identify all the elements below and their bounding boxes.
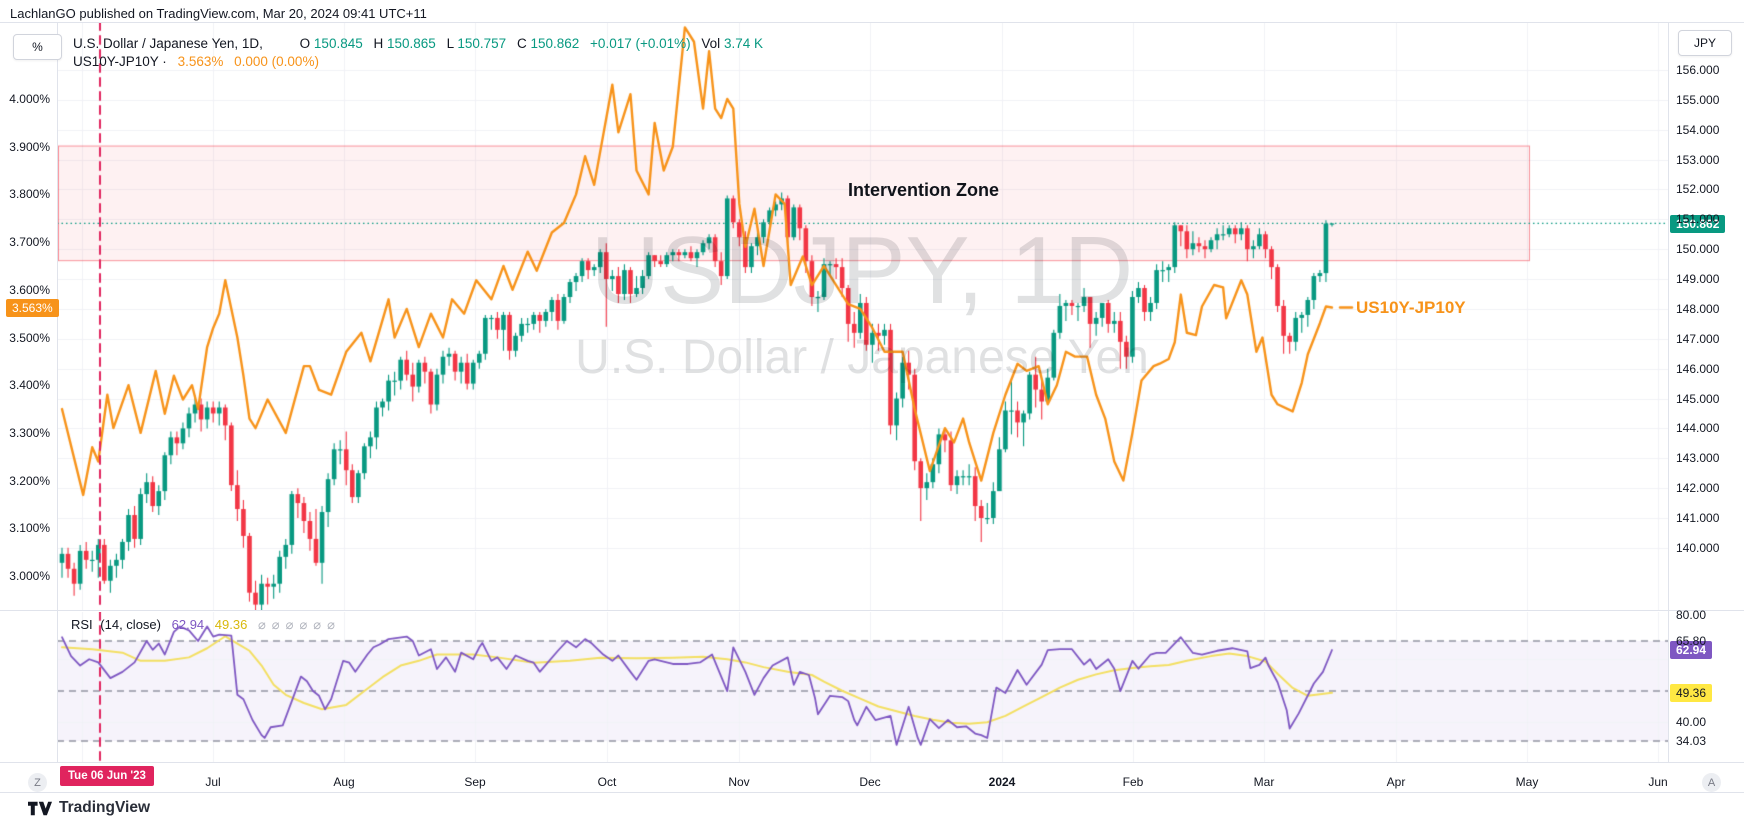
low-value: 150.757	[457, 36, 507, 51]
percent-scale-mode-button[interactable]: %	[13, 34, 62, 60]
price-tick: 150.000	[1676, 242, 1720, 257]
high-value: 150.865	[387, 36, 436, 51]
symbol-title: U.S. Dollar / Japanese Yen, 1D,	[73, 36, 263, 51]
spread-current-price-label: 3.563%	[6, 299, 59, 317]
close-label: C	[516, 36, 527, 51]
time-tick: Feb	[1122, 775, 1144, 789]
percent-tick: 3.000%	[9, 569, 50, 583]
symbol-legend-row[interactable]: U.S. Dollar / Japanese Yen, 1D, O 150.84…	[73, 36, 770, 51]
left-axis-border	[57, 22, 58, 762]
time-tick: May	[1515, 775, 1539, 789]
hidden-value-icon: ⌀	[313, 617, 322, 632]
spread-change: 0.000 (0.00%)	[234, 54, 319, 69]
hidden-value-icon: ⌀	[327, 617, 335, 632]
rsi-value: 62.94	[171, 617, 205, 632]
time-axis-bottom-border	[0, 792, 1744, 793]
percent-tick: 3.800%	[9, 187, 50, 202]
time-tick: Oct	[597, 775, 617, 789]
auto-scale-button[interactable]: A	[1702, 773, 1721, 792]
rsi-params: (14, close)	[100, 617, 161, 632]
pane-divider[interactable]	[0, 610, 1744, 611]
price-tick: 154.000	[1676, 122, 1720, 137]
open-label: O	[299, 36, 311, 51]
spread-value: 3.563%	[177, 54, 224, 69]
time-tick: 2024	[988, 775, 1016, 789]
price-tick: 153.000	[1676, 152, 1720, 167]
time-tick: Apr	[1386, 775, 1406, 789]
time-tick: Aug	[333, 775, 355, 789]
percent-tick: 3.200%	[9, 473, 50, 488]
rsi-title: RSI	[71, 617, 93, 632]
rsi-tick: 80.00	[1676, 608, 1707, 622]
price-tick: 147.000	[1676, 331, 1720, 346]
date-marker-label[interactable]: Tue 06 Jun '23	[60, 766, 154, 786]
tradingview-logo-icon	[28, 801, 52, 815]
percent-tick: 3.500%	[9, 330, 50, 345]
spread-name: US10Y-JP10Y ·	[73, 54, 167, 69]
zoom-out-button[interactable]: Z	[28, 773, 47, 792]
publish-note: LachlanGO published on TradingView.com, …	[10, 6, 427, 21]
price-current-label: 150.862	[1670, 215, 1726, 233]
price-tick: 140.000	[1676, 540, 1720, 555]
spread-legend-row[interactable]: US10Y-JP10Y · 3.563% 0.000 (0.00%)	[73, 54, 326, 69]
time-tick: Dec	[859, 775, 881, 789]
percent-tick: 3.900%	[9, 139, 50, 154]
rsi-pane-canvas[interactable]	[57, 612, 1668, 762]
time-tick: Sep	[464, 775, 486, 789]
time-tick: Jun	[1648, 775, 1668, 789]
low-label: L	[446, 36, 454, 51]
percent-tick: 3.400%	[9, 378, 50, 393]
rsi-tick: 40.00	[1676, 715, 1707, 730]
price-tick: 151.000	[1676, 212, 1720, 227]
hidden-value-icon: ⌀	[271, 617, 280, 632]
intervention-zone-label[interactable]: Intervention Zone	[848, 180, 1000, 200]
hidden-value-icon: ⌀	[299, 617, 308, 632]
footer-brand[interactable]: TradingView	[28, 799, 150, 817]
rsi-ma-current-label: 49.36	[1670, 683, 1713, 702]
percent-tick: 3.100%	[9, 521, 50, 536]
percent-tick: 3.600%	[9, 282, 50, 297]
right-axis-border	[1668, 22, 1669, 762]
percent-tick: 3.300%	[9, 425, 50, 440]
main-chart-canvas[interactable]	[57, 22, 1668, 610]
hidden-value-icon: ⌀	[257, 617, 266, 632]
time-tick: Mar	[1253, 775, 1275, 789]
footer-brand-text: TradingView	[59, 799, 151, 816]
price-tick: 156.000	[1676, 63, 1720, 77]
rsi-ma-value: 49.36	[214, 617, 248, 632]
rsi-legend-row[interactable]: RSI (14, close) 62.94 49.36 ⌀ ⌀ ⌀ ⌀ ⌀ ⌀	[71, 617, 348, 633]
price-tick: 141.000	[1676, 511, 1720, 525]
time-tick: Nov	[728, 775, 750, 789]
price-tick: 142.000	[1676, 481, 1720, 496]
rsi-current-label: 62.94	[1670, 641, 1713, 659]
high-label: H	[373, 36, 384, 51]
volume-label: Vol	[701, 36, 721, 51]
percent-tick: 3.700%	[9, 235, 50, 250]
rsi-hidden-value-icons: ⌀ ⌀ ⌀ ⌀ ⌀ ⌀	[258, 617, 341, 632]
hidden-value-icon: ⌀	[285, 617, 294, 632]
time-tick: Jul	[205, 775, 221, 789]
price-tick: 143.000	[1676, 451, 1720, 466]
price-tick: 152.000	[1676, 182, 1720, 197]
price-tick: 144.000	[1676, 421, 1720, 436]
rsi-tick: 65.80	[1676, 634, 1707, 648]
price-tick: 149.000	[1676, 272, 1720, 287]
spread-series-label[interactable]: US10Y-JP10Y	[1356, 298, 1466, 317]
chart-top-border	[0, 22, 1744, 23]
price-tick: 148.000	[1676, 301, 1720, 316]
volume-value: 3.74 K	[723, 36, 763, 51]
time-axis-border	[0, 762, 1744, 763]
close-value: 150.862	[530, 36, 580, 51]
open-value: 150.845	[313, 36, 363, 51]
price-tick: 145.000	[1676, 391, 1720, 406]
price-tick: 155.000	[1676, 92, 1720, 107]
change-value: +0.017 (+0.01%)	[590, 36, 691, 51]
price-tick: 146.000	[1676, 361, 1720, 376]
rsi-tick: 34.03	[1676, 734, 1707, 748]
percent-tick: 4.000%	[9, 92, 50, 106]
currency-scale-button[interactable]: JPY	[1678, 30, 1732, 56]
